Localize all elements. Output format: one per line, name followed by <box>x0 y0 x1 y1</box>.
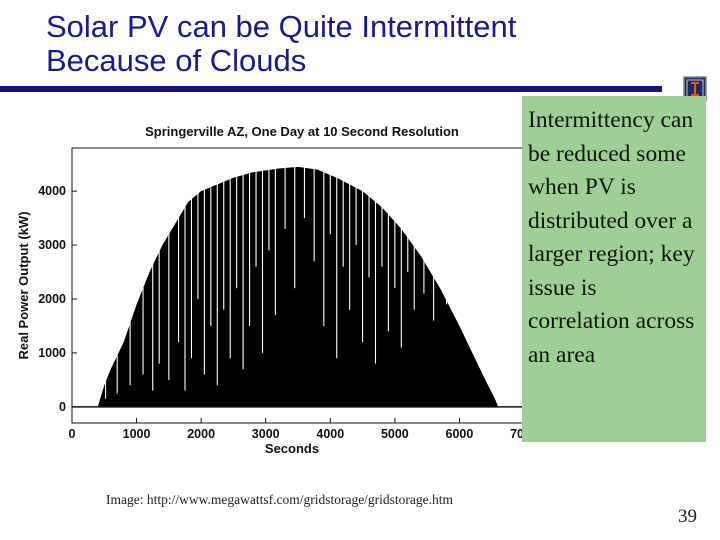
series-area-power-output <box>72 166 524 407</box>
x-tick-label-0: 0 <box>69 427 76 441</box>
slide-title: Solar PV can be Quite Intermittent Becau… <box>46 10 516 78</box>
x-tick-label-2000: 2000 <box>187 427 215 441</box>
x-tick-label-4000: 4000 <box>316 427 344 441</box>
x-tick-label-1000: 1000 <box>123 427 151 441</box>
chart-y-axis-label: Real Power Output (kW) <box>16 211 31 359</box>
y-tick-label-0: 0 <box>59 400 66 414</box>
x-tick-label-3000: 3000 <box>252 427 280 441</box>
y-tick-label-4000: 4000 <box>38 184 66 198</box>
pv-output-chart: Springerville AZ, One Day at 10 Second R… <box>10 110 538 460</box>
x-tick-label-6000: 6000 <box>446 427 474 441</box>
title-underline-rule <box>0 86 662 92</box>
slide-title-line-1: Solar PV can be Quite Intermittent <box>46 9 517 44</box>
chart-svg: Springerville AZ, One Day at 10 Second R… <box>16 124 538 456</box>
x-tick-label-5000: 5000 <box>381 427 409 441</box>
chart-x-axis-label: Seconds <box>265 441 319 456</box>
y-tick-label-3000: 3000 <box>38 238 66 252</box>
y-tick-label-1000: 1000 <box>38 346 66 360</box>
callout-box: Intermittency can be reduced some when P… <box>522 96 706 442</box>
page-number: 39 <box>678 506 697 527</box>
y-tick-label-2000: 2000 <box>38 292 66 306</box>
callout-text: Intermittency can be reduced some when P… <box>528 107 695 368</box>
slide-title-line-2: Because of Clouds <box>46 43 307 78</box>
chart-title: Springerville AZ, One Day at 10 Second R… <box>145 124 459 139</box>
image-source-caption: Image: http://www.megawattsf.com/gridsto… <box>106 492 454 507</box>
university-logo-icon <box>683 76 707 102</box>
